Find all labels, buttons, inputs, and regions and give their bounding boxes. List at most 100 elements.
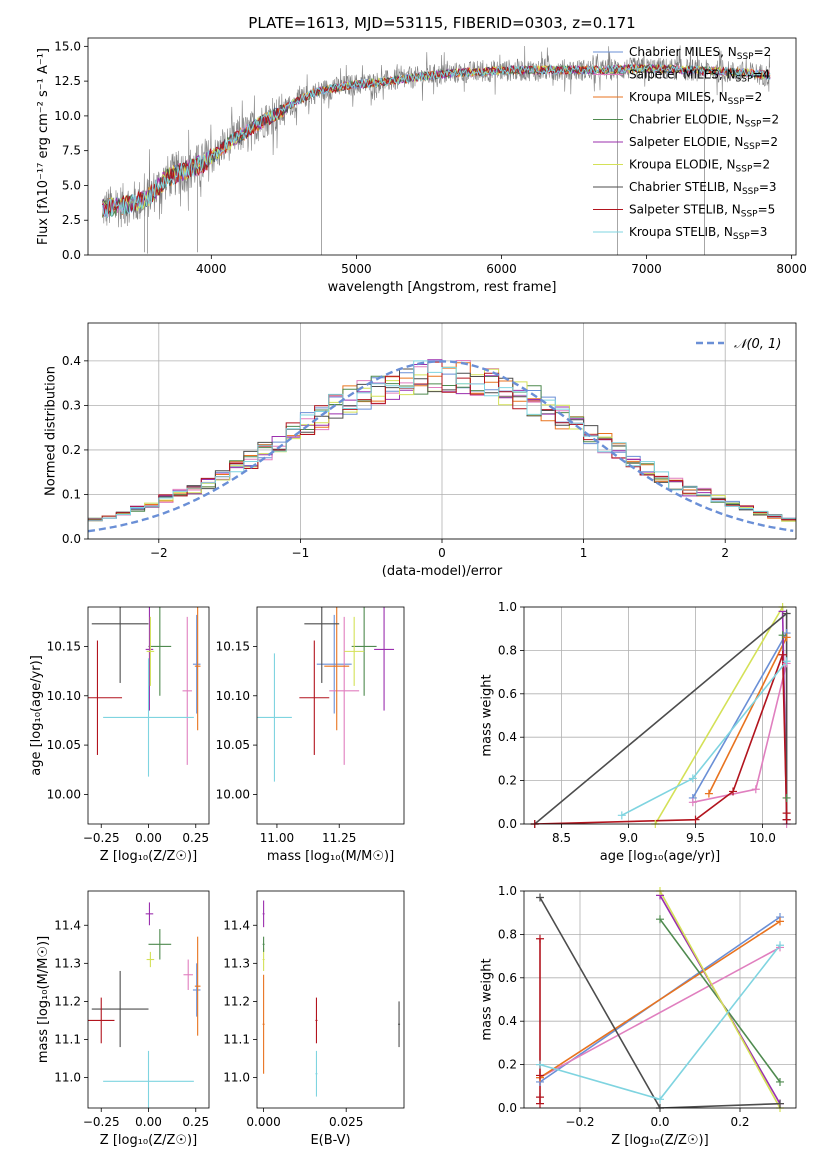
- y-tick-label: 10.10: [216, 689, 250, 703]
- weight-marker: [536, 1099, 544, 1108]
- axes-frame: [87, 890, 210, 1109]
- weight-marker: [776, 1099, 784, 1108]
- x-tick-label: −0.25: [83, 1115, 120, 1129]
- x-tick-label: 4000: [196, 262, 227, 276]
- model-line: [102, 63, 771, 218]
- weight-line: [659, 891, 781, 1108]
- x-tick-label: 9.5: [686, 831, 705, 845]
- legend-entry: Salpeter STELIB, NSSP=5: [629, 203, 775, 220]
- plot-area: [534, 607, 788, 824]
- weight-line: [692, 663, 788, 824]
- weight-line: [539, 946, 781, 1079]
- panel-weight-vs-Z: −0.2 0.0 0.2 0.0 0.2 0.4 0.6 0.8 1.0 Z [log₁₀(Z/Z…: [479, 884, 797, 1148]
- model-line: [102, 63, 770, 215]
- y-tick-label: 0.8: [498, 927, 517, 941]
- legend-entry: Salpeter ELODIE, NSSP=2: [629, 135, 778, 152]
- y-tick-label: 0.2: [62, 443, 81, 457]
- plot-area: [539, 891, 781, 1108]
- weight-marker: [782, 633, 791, 642]
- x-tick-label: 0: [438, 546, 446, 560]
- weight-line: [654, 607, 784, 824]
- y-axis-label: Flux [fλ10⁻¹⁷ erg cm⁻² s⁻¹ A⁻¹]: [36, 48, 51, 245]
- y-tick-label: 15.0: [54, 39, 81, 53]
- axes-frame: [87, 606, 210, 825]
- x-tick-label: 0.25: [182, 1115, 209, 1129]
- y-axis-label: mass weight: [479, 674, 494, 756]
- panel-age-vs-Z: −0.25 0.00 0.25 10.00 10.05 10.10 10.15 Z [log₁…: [29, 606, 210, 864]
- y-axis-label: Normed distribution: [43, 366, 58, 496]
- weight-line: [621, 660, 788, 817]
- x-tick-label: 8.5: [552, 831, 571, 845]
- weight-marker: [778, 650, 787, 659]
- weight-marker: [688, 798, 697, 807]
- y-tick-label: 10.10: [47, 689, 81, 703]
- legend-entry: Chabrier MILES, NSSP=2: [629, 45, 771, 62]
- x-axis-label: wavelength [Angstrom, rest frame]: [328, 280, 557, 295]
- y-tick-label: 10.0: [54, 109, 81, 123]
- weight-marker: [776, 917, 784, 926]
- x-tick-label: 6000: [486, 262, 517, 276]
- y-axis-label: mass weight: [479, 958, 494, 1040]
- y-tick-label: 10.15: [216, 639, 250, 653]
- y-tick-label: 11.2: [223, 994, 250, 1008]
- x-tick-label: 0.2: [730, 1115, 749, 1129]
- legend-entry: Kroupa STELIB, NSSP=3: [629, 225, 767, 242]
- y-tick-label: 11.1: [223, 1032, 250, 1046]
- weight-line: [534, 611, 788, 824]
- axes-frame: [256, 606, 405, 825]
- y-tick-label: 0.8: [498, 643, 517, 657]
- y-tick-label: 2.5: [62, 213, 81, 227]
- y-tick-label: 10.15: [47, 639, 81, 653]
- panel-age-vs-mass: 11.00 11.25 10.00 10.05 10.10 10.15 mass [log₁…: [216, 606, 405, 864]
- x-axis-label: age [log₁₀(age/yr)]: [600, 849, 721, 864]
- legend-entry: Kroupa ELODIE, NSSP=2: [629, 158, 770, 175]
- panel-mass-vs-Z: −0.25 0.00 0.25 11.0 11.1 11.2 11.3 11.4 Z [log₁…: [36, 890, 210, 1148]
- x-tick-label: 0.0: [650, 1115, 669, 1129]
- weight-line: [539, 920, 781, 1079]
- weight-line: [534, 654, 788, 824]
- weight-marker: [782, 815, 791, 824]
- legend-entry: Chabrier STELIB, NSSP=3: [629, 180, 777, 197]
- y-tick-label: 1.0: [498, 600, 517, 614]
- axes-frame: [256, 890, 405, 1109]
- residual-histogram: [88, 360, 796, 539]
- x-axis-label: Z [log₁₀(Z/Z☉)]: [100, 1133, 197, 1148]
- axes-frame: [523, 606, 797, 825]
- x-tick-label: 7000: [631, 262, 662, 276]
- x-tick-label: 1: [580, 546, 588, 560]
- legend-entry: Kroupa MILES, NSSP=2: [629, 90, 762, 107]
- x-tick-label: 5000: [341, 262, 372, 276]
- y-axis-label: mass [log₁₀(M/M☉)]: [36, 936, 51, 1063]
- x-tick-label: −1: [292, 546, 310, 560]
- weight-marker: [536, 893, 544, 902]
- weight-marker: [782, 793, 791, 802]
- plot-area: [262, 900, 401, 1097]
- x-axis-label: E(B-V): [310, 1133, 350, 1148]
- legend-entry: Chabrier ELODIE, NSSP=2: [629, 113, 779, 130]
- panel-weight-vs-age: 8.5 9.0 9.5 10.0 0.0 0.2 0.4 0.6 0.8 1.0 age [log₁…: [479, 600, 797, 864]
- weight-marker: [729, 787, 738, 796]
- y-axis-label: age [log₁₀(age/yr)]: [29, 655, 44, 776]
- x-tick-label: 10.0: [749, 831, 776, 845]
- axes-frame: [87, 37, 797, 256]
- x-tick-label: 9.0: [619, 831, 638, 845]
- x-tick-label: 0.00: [135, 831, 162, 845]
- weight-marker: [691, 815, 700, 824]
- weight-marker: [536, 1060, 544, 1069]
- y-tick-label: 11.0: [223, 1071, 250, 1085]
- weight-marker: [778, 631, 787, 640]
- x-tick-label: −2: [150, 546, 168, 560]
- y-tick-label: 0.0: [498, 817, 517, 831]
- x-tick-label: 0.00: [135, 1115, 162, 1129]
- y-tick-label: 1.0: [498, 884, 517, 898]
- plot-area: [102, 45, 771, 255]
- weight-marker: [782, 609, 791, 618]
- weight-line: [692, 632, 788, 799]
- weight-marker: [776, 1077, 784, 1086]
- y-tick-label: 0.6: [498, 971, 517, 985]
- y-tick-label: 0.0: [62, 532, 81, 546]
- x-tick-label: 0.025: [329, 1115, 363, 1129]
- x-tick-label: 0.25: [182, 831, 209, 845]
- legend-entry: Salpeter MILES, NSSP=4: [629, 68, 770, 85]
